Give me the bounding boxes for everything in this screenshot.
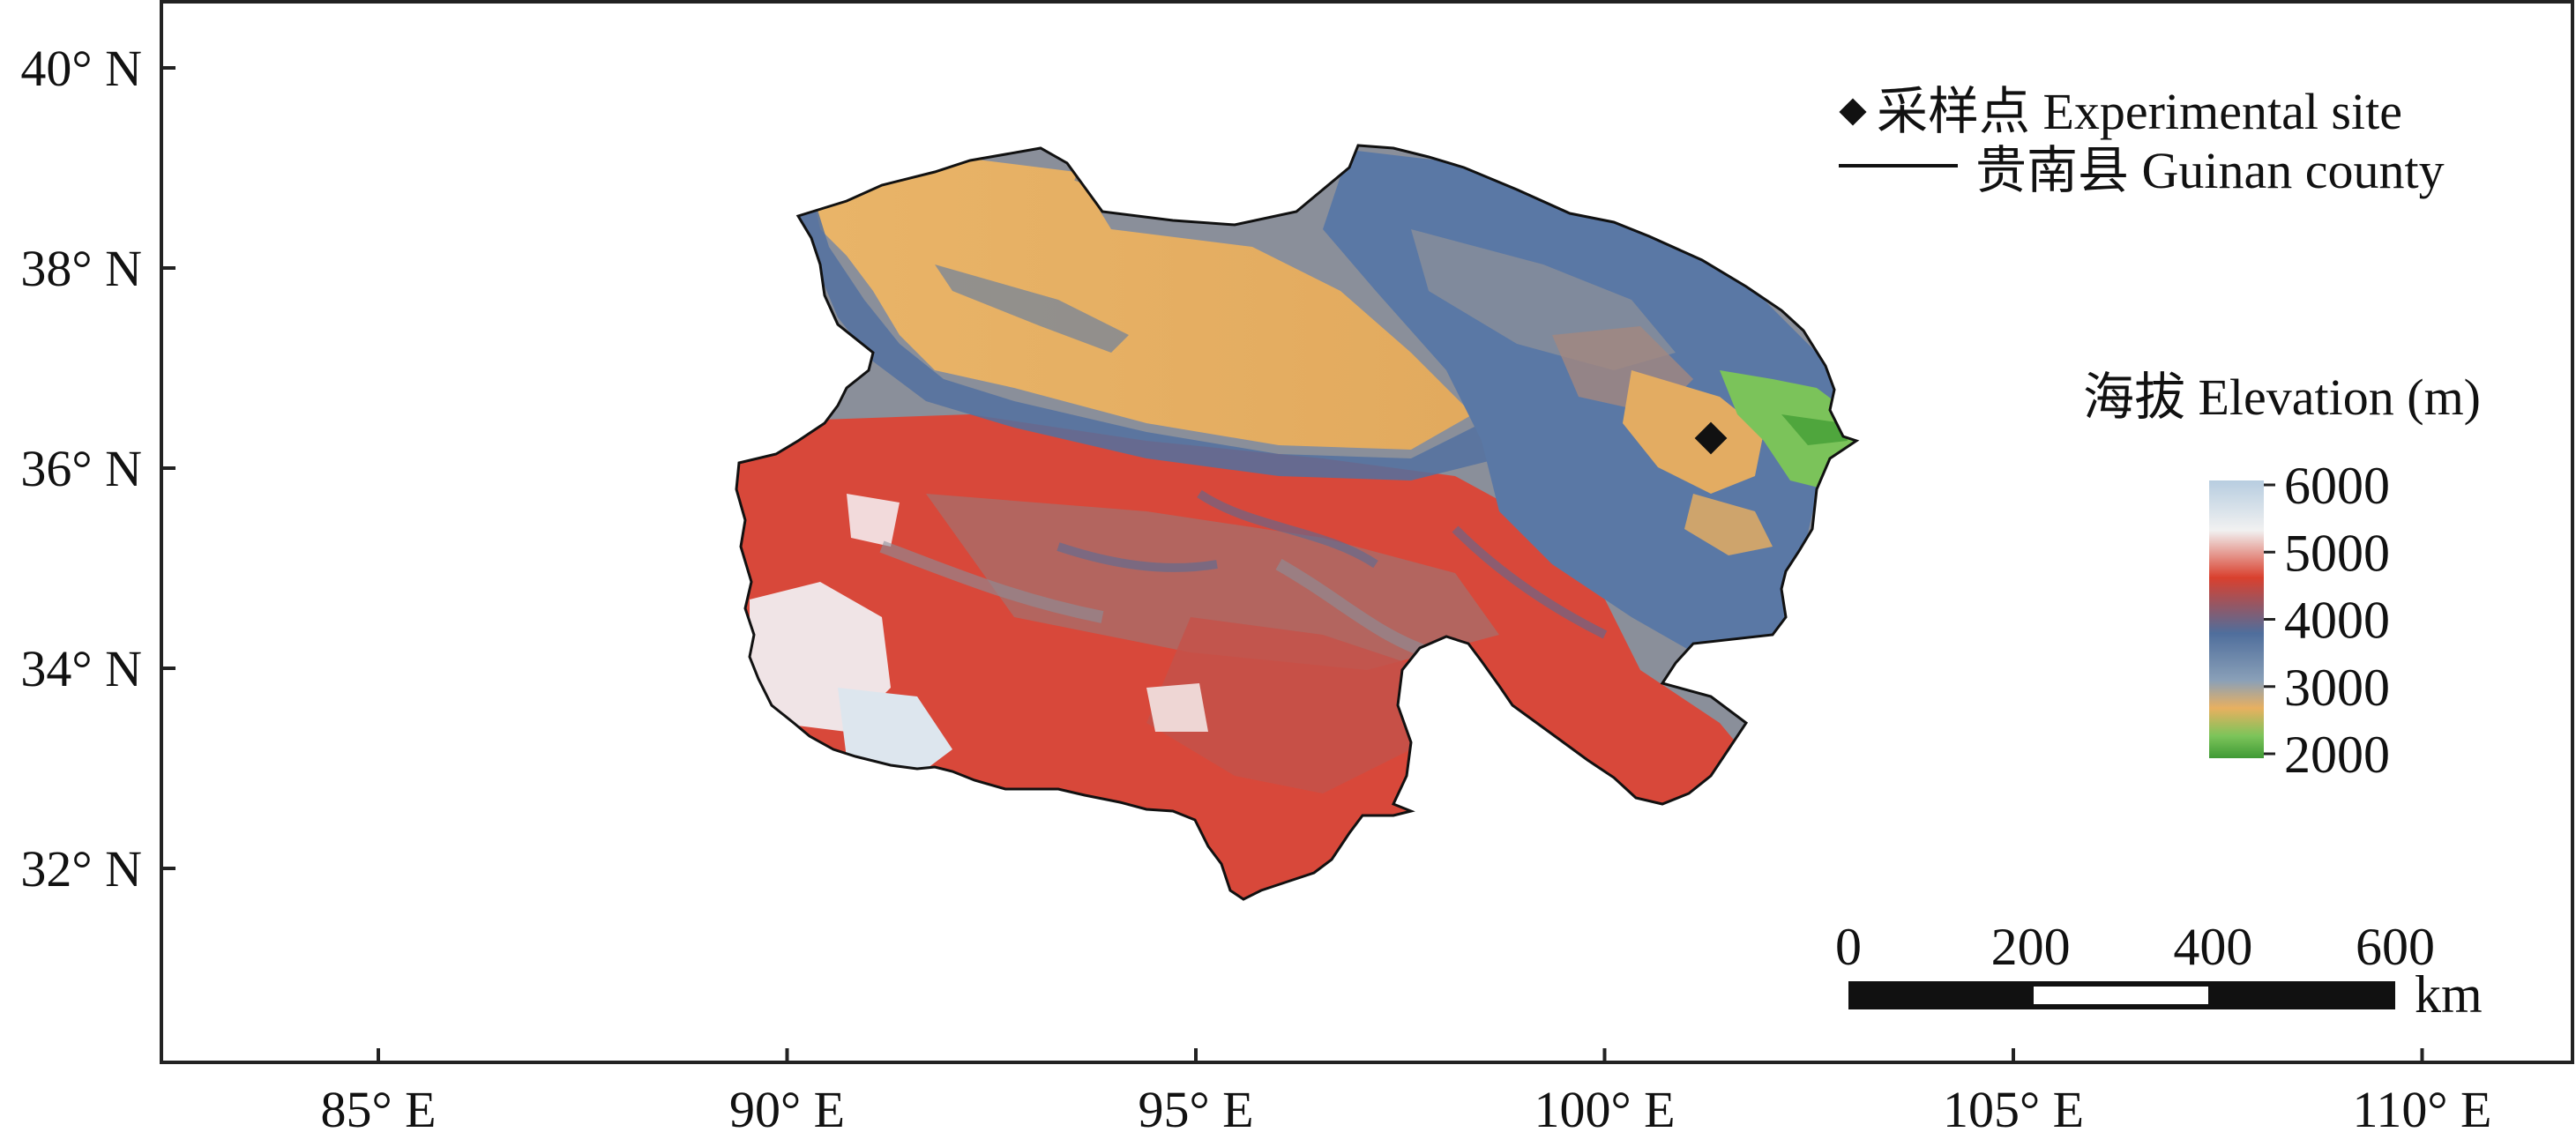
colorbar-tick-label: 3000	[2284, 659, 2390, 717]
y-tick-label: 38° N	[20, 240, 142, 297]
scale-bar-tick-label: 400	[2173, 918, 2252, 976]
site-legend-symbol	[1839, 98, 1867, 126]
colorbar-tick-label: 2000	[2284, 726, 2390, 784]
y-axis: 40° N 38° N 36° N 34° N 32° N	[20, 40, 175, 897]
colorbar-tick-label: 4000	[2284, 592, 2390, 650]
x-tick-label: 90° E	[729, 1081, 845, 1132]
county-legend-label: 贵南县 Guinan county	[1975, 142, 2445, 199]
scale-bar-tick-label: 0	[1835, 918, 1862, 976]
y-tick-label: 32° N	[20, 840, 142, 897]
province-boundary	[735, 144, 1860, 901]
x-tick-label: 85° E	[320, 1081, 436, 1132]
y-tick-label: 40° N	[20, 40, 142, 97]
experimental-site-marker	[1694, 421, 1728, 455]
colorbar-tick-label: 5000	[2284, 524, 2390, 582]
scale-bar: 0 200 400 600 km	[1835, 918, 2483, 1024]
scale-bar-tick-label: 600	[2356, 918, 2435, 976]
scale-bar-white-segment	[2034, 987, 2208, 1004]
x-tick-label: 95° E	[1138, 1081, 1253, 1132]
colorbar-gradient	[2209, 480, 2264, 758]
x-tick-label: 100° E	[1534, 1081, 1675, 1132]
colorbar-tick-label: 6000	[2284, 457, 2390, 515]
y-tick-label: 34° N	[20, 640, 142, 697]
scale-bar-unit: km	[2415, 965, 2483, 1024]
colorbar-title: 海拔 Elevation (m)	[2083, 369, 2481, 426]
x-tick-label: 110° E	[2353, 1081, 2492, 1132]
scale-bar-tick-label: 200	[1991, 918, 2071, 976]
y-tick-label: 36° N	[20, 440, 142, 497]
x-axis: 85° E 90° E 95° E 100° E 105° E 110° E	[320, 1048, 2491, 1132]
x-tick-label: 105° E	[1943, 1081, 2084, 1132]
map-legend: 采样点 Experimental site 贵南县 Guinan county	[1839, 83, 2445, 199]
site-legend-label: 采样点 Experimental site	[1877, 83, 2402, 140]
elevation-colorbar: 海拔 Elevation (m) 6000 5000 4000 3000 2000	[2083, 369, 2481, 784]
